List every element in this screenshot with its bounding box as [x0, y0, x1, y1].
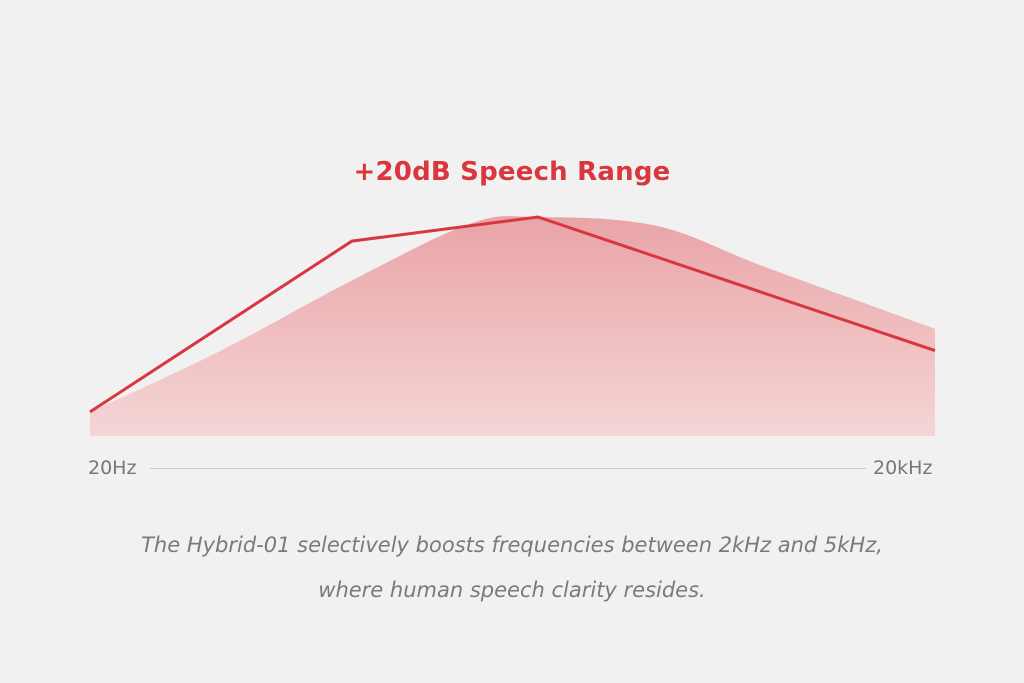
chart-title: +20dB Speech Range: [353, 157, 671, 187]
frequency-axis-line: [150, 468, 866, 469]
axis-label-max: 20kHz: [873, 457, 933, 479]
caption-line-1: The Hybrid-01 selectively boosts frequen…: [141, 533, 883, 557]
axis-label-min: 20Hz: [88, 457, 137, 479]
boost-line: [89, 215, 936, 414]
baseline-area: [90, 216, 935, 436]
caption-line-2: where human speech clarity resides.: [318, 578, 706, 602]
